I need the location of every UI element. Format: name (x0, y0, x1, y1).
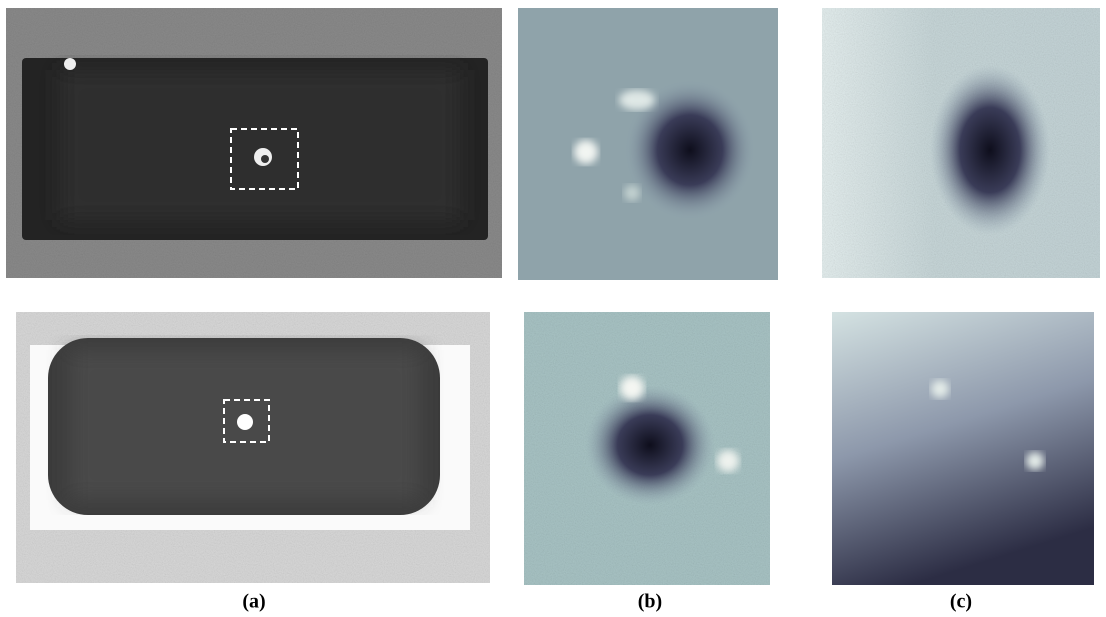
panel-c-bottom (832, 312, 1094, 585)
panel-a-bottom (16, 312, 490, 583)
panel-a-top (6, 8, 502, 278)
panel-b-top (518, 8, 778, 280)
panel-c-top (822, 8, 1100, 278)
panel-label: (b) (638, 591, 662, 613)
panel-label: (a) (242, 591, 265, 613)
figure: (a) (b) (c) (0, 0, 1106, 617)
panel-b-bottom (524, 312, 770, 585)
panel-label: (c) (950, 591, 972, 613)
